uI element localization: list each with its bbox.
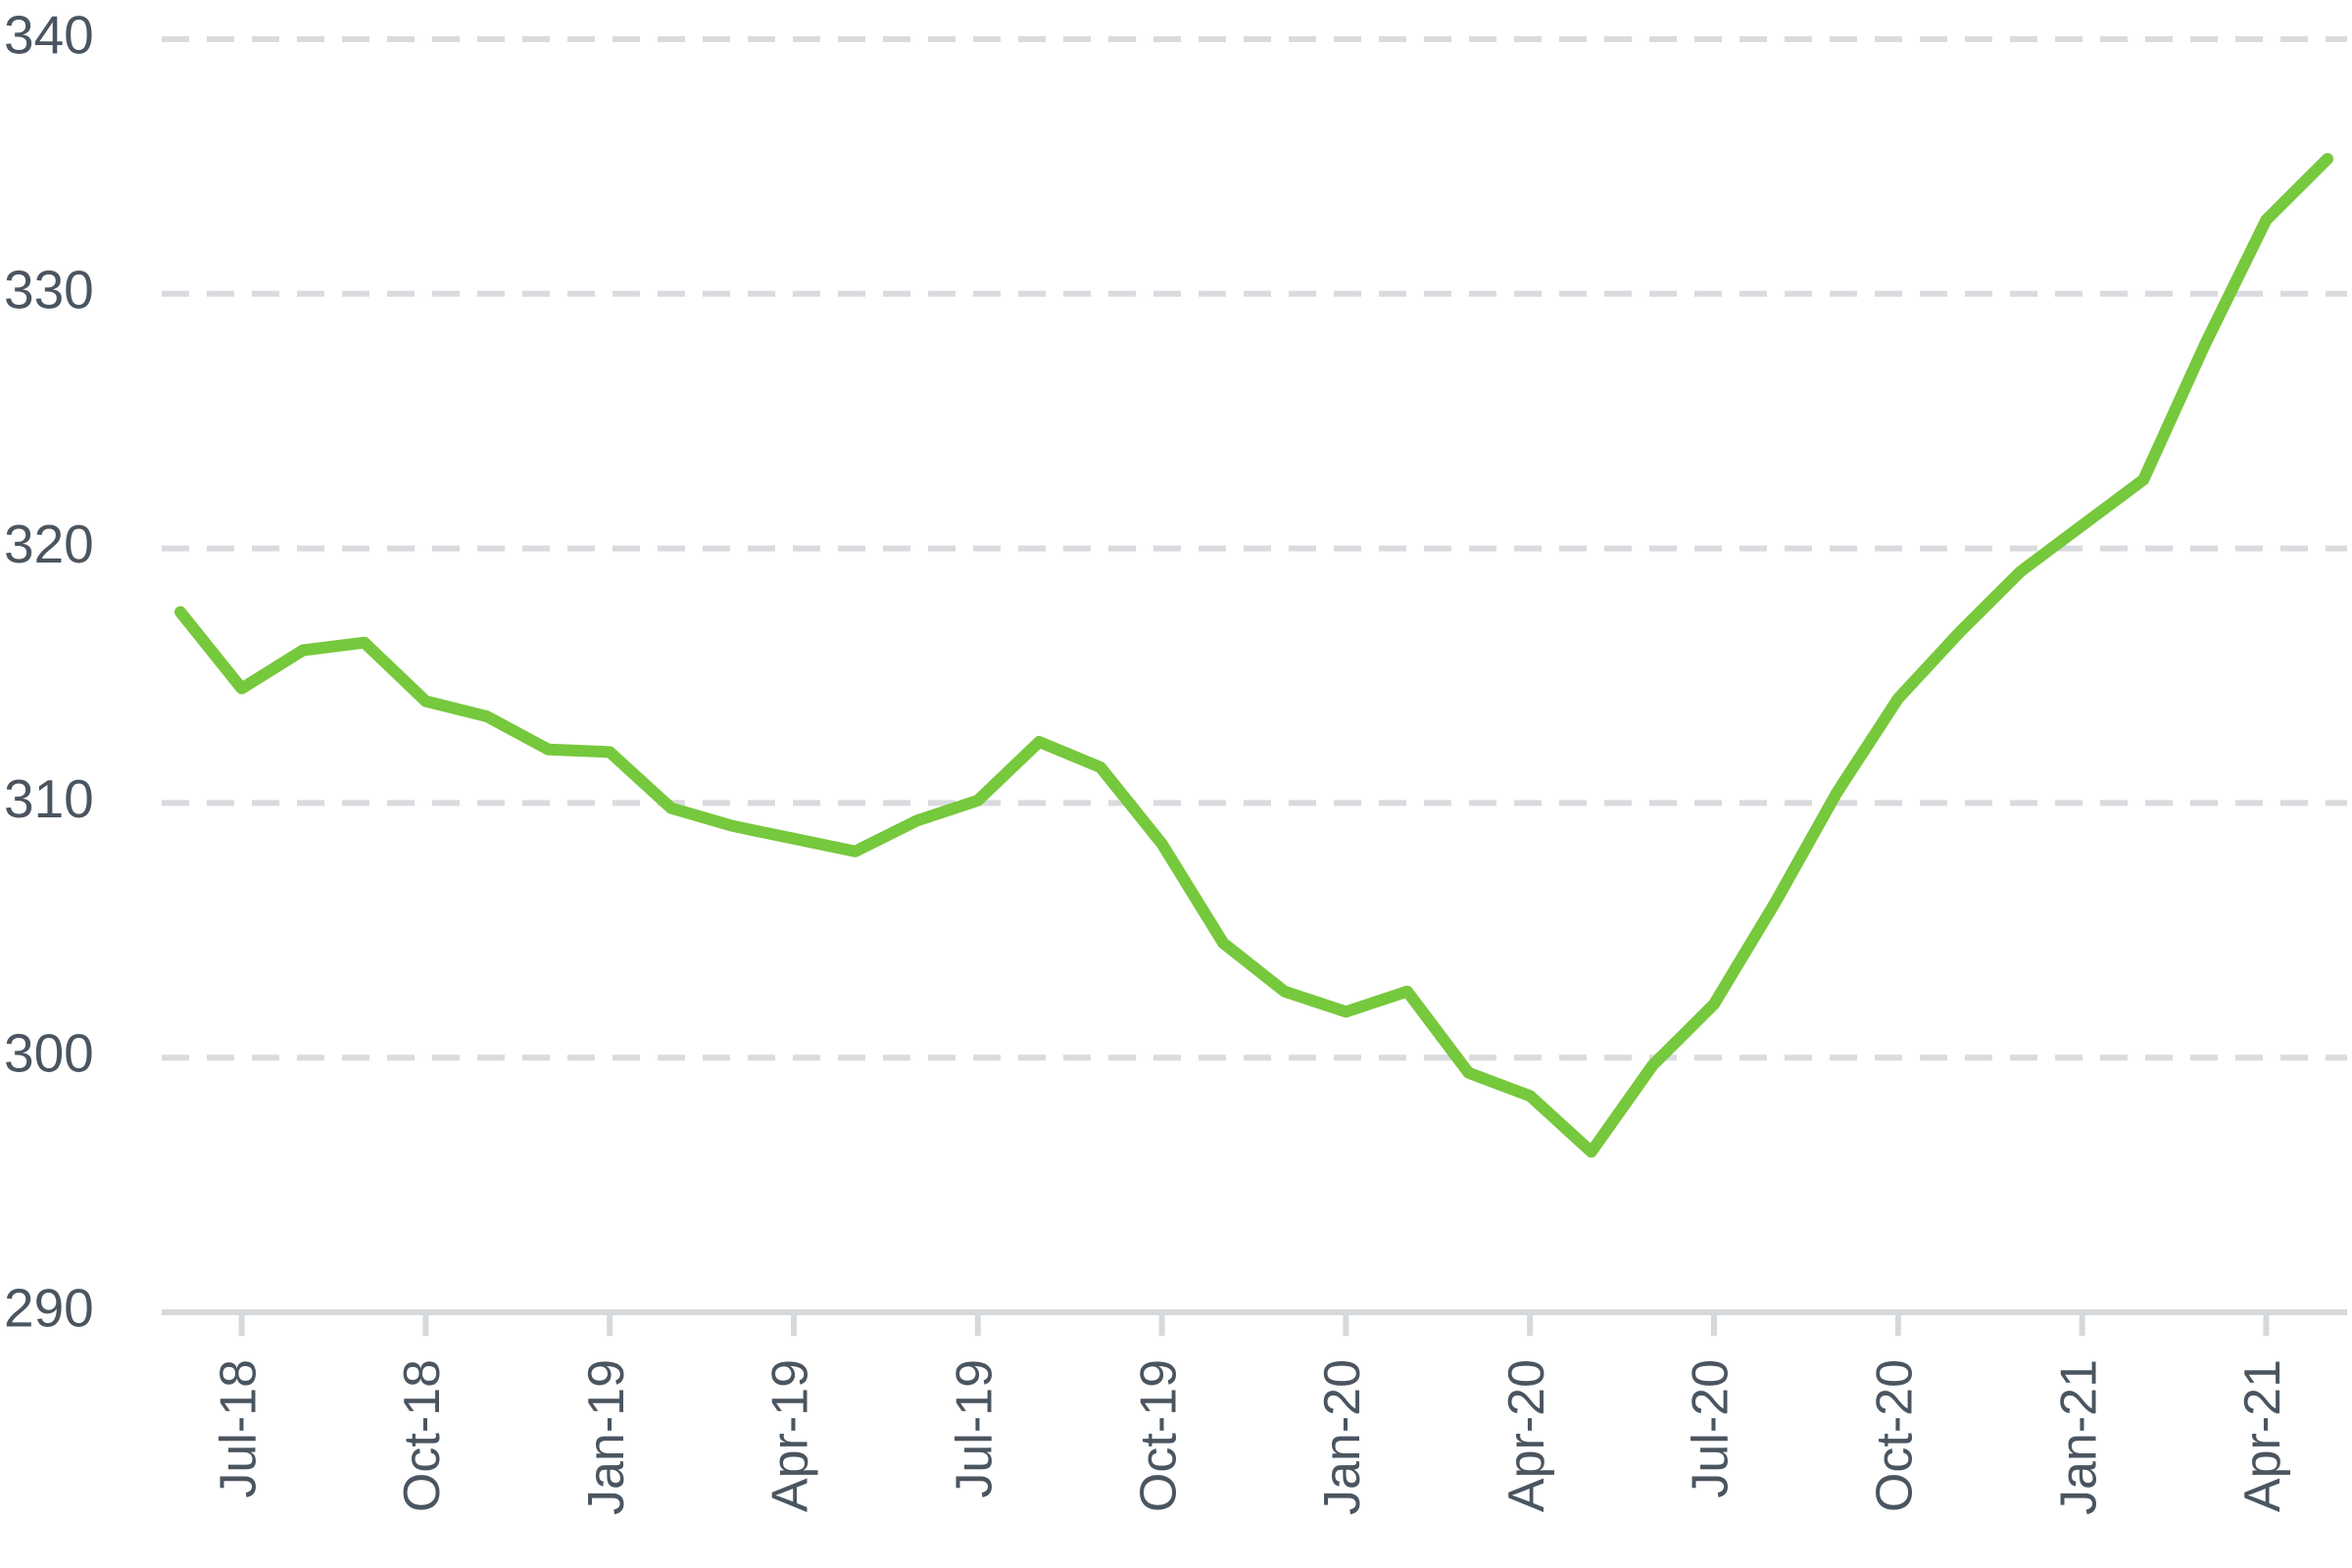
y-tick-label: 310 [4, 768, 94, 829]
x-tick-label: Oct-19 [1130, 1359, 1187, 1512]
y-tick-label: 340 [4, 5, 94, 66]
y-tick-label: 320 [4, 514, 94, 574]
x-tick-label: Apr-20 [1498, 1359, 1555, 1512]
x-tick-label: Jul-19 [947, 1359, 1004, 1498]
x-tick-label: Oct-18 [394, 1359, 451, 1512]
x-tick-label: Jan-20 [1314, 1359, 1371, 1515]
x-tick-label: Oct-20 [1867, 1359, 1924, 1512]
x-tick-label: Jul-18 [210, 1359, 267, 1498]
x-tick-label: Jul-20 [1683, 1359, 1740, 1498]
y-tick-label: 330 [4, 259, 94, 319]
y-tick-label: 300 [4, 1023, 94, 1084]
x-tick-label: Apr-21 [2234, 1359, 2291, 1512]
x-tick-label: Jan-21 [2050, 1359, 2107, 1515]
y-tick-label: 290 [4, 1278, 94, 1339]
x-tick-label: Apr-19 [762, 1359, 819, 1512]
x-tick-label: Jan-19 [578, 1359, 635, 1515]
data-line [174, 153, 2333, 1158]
